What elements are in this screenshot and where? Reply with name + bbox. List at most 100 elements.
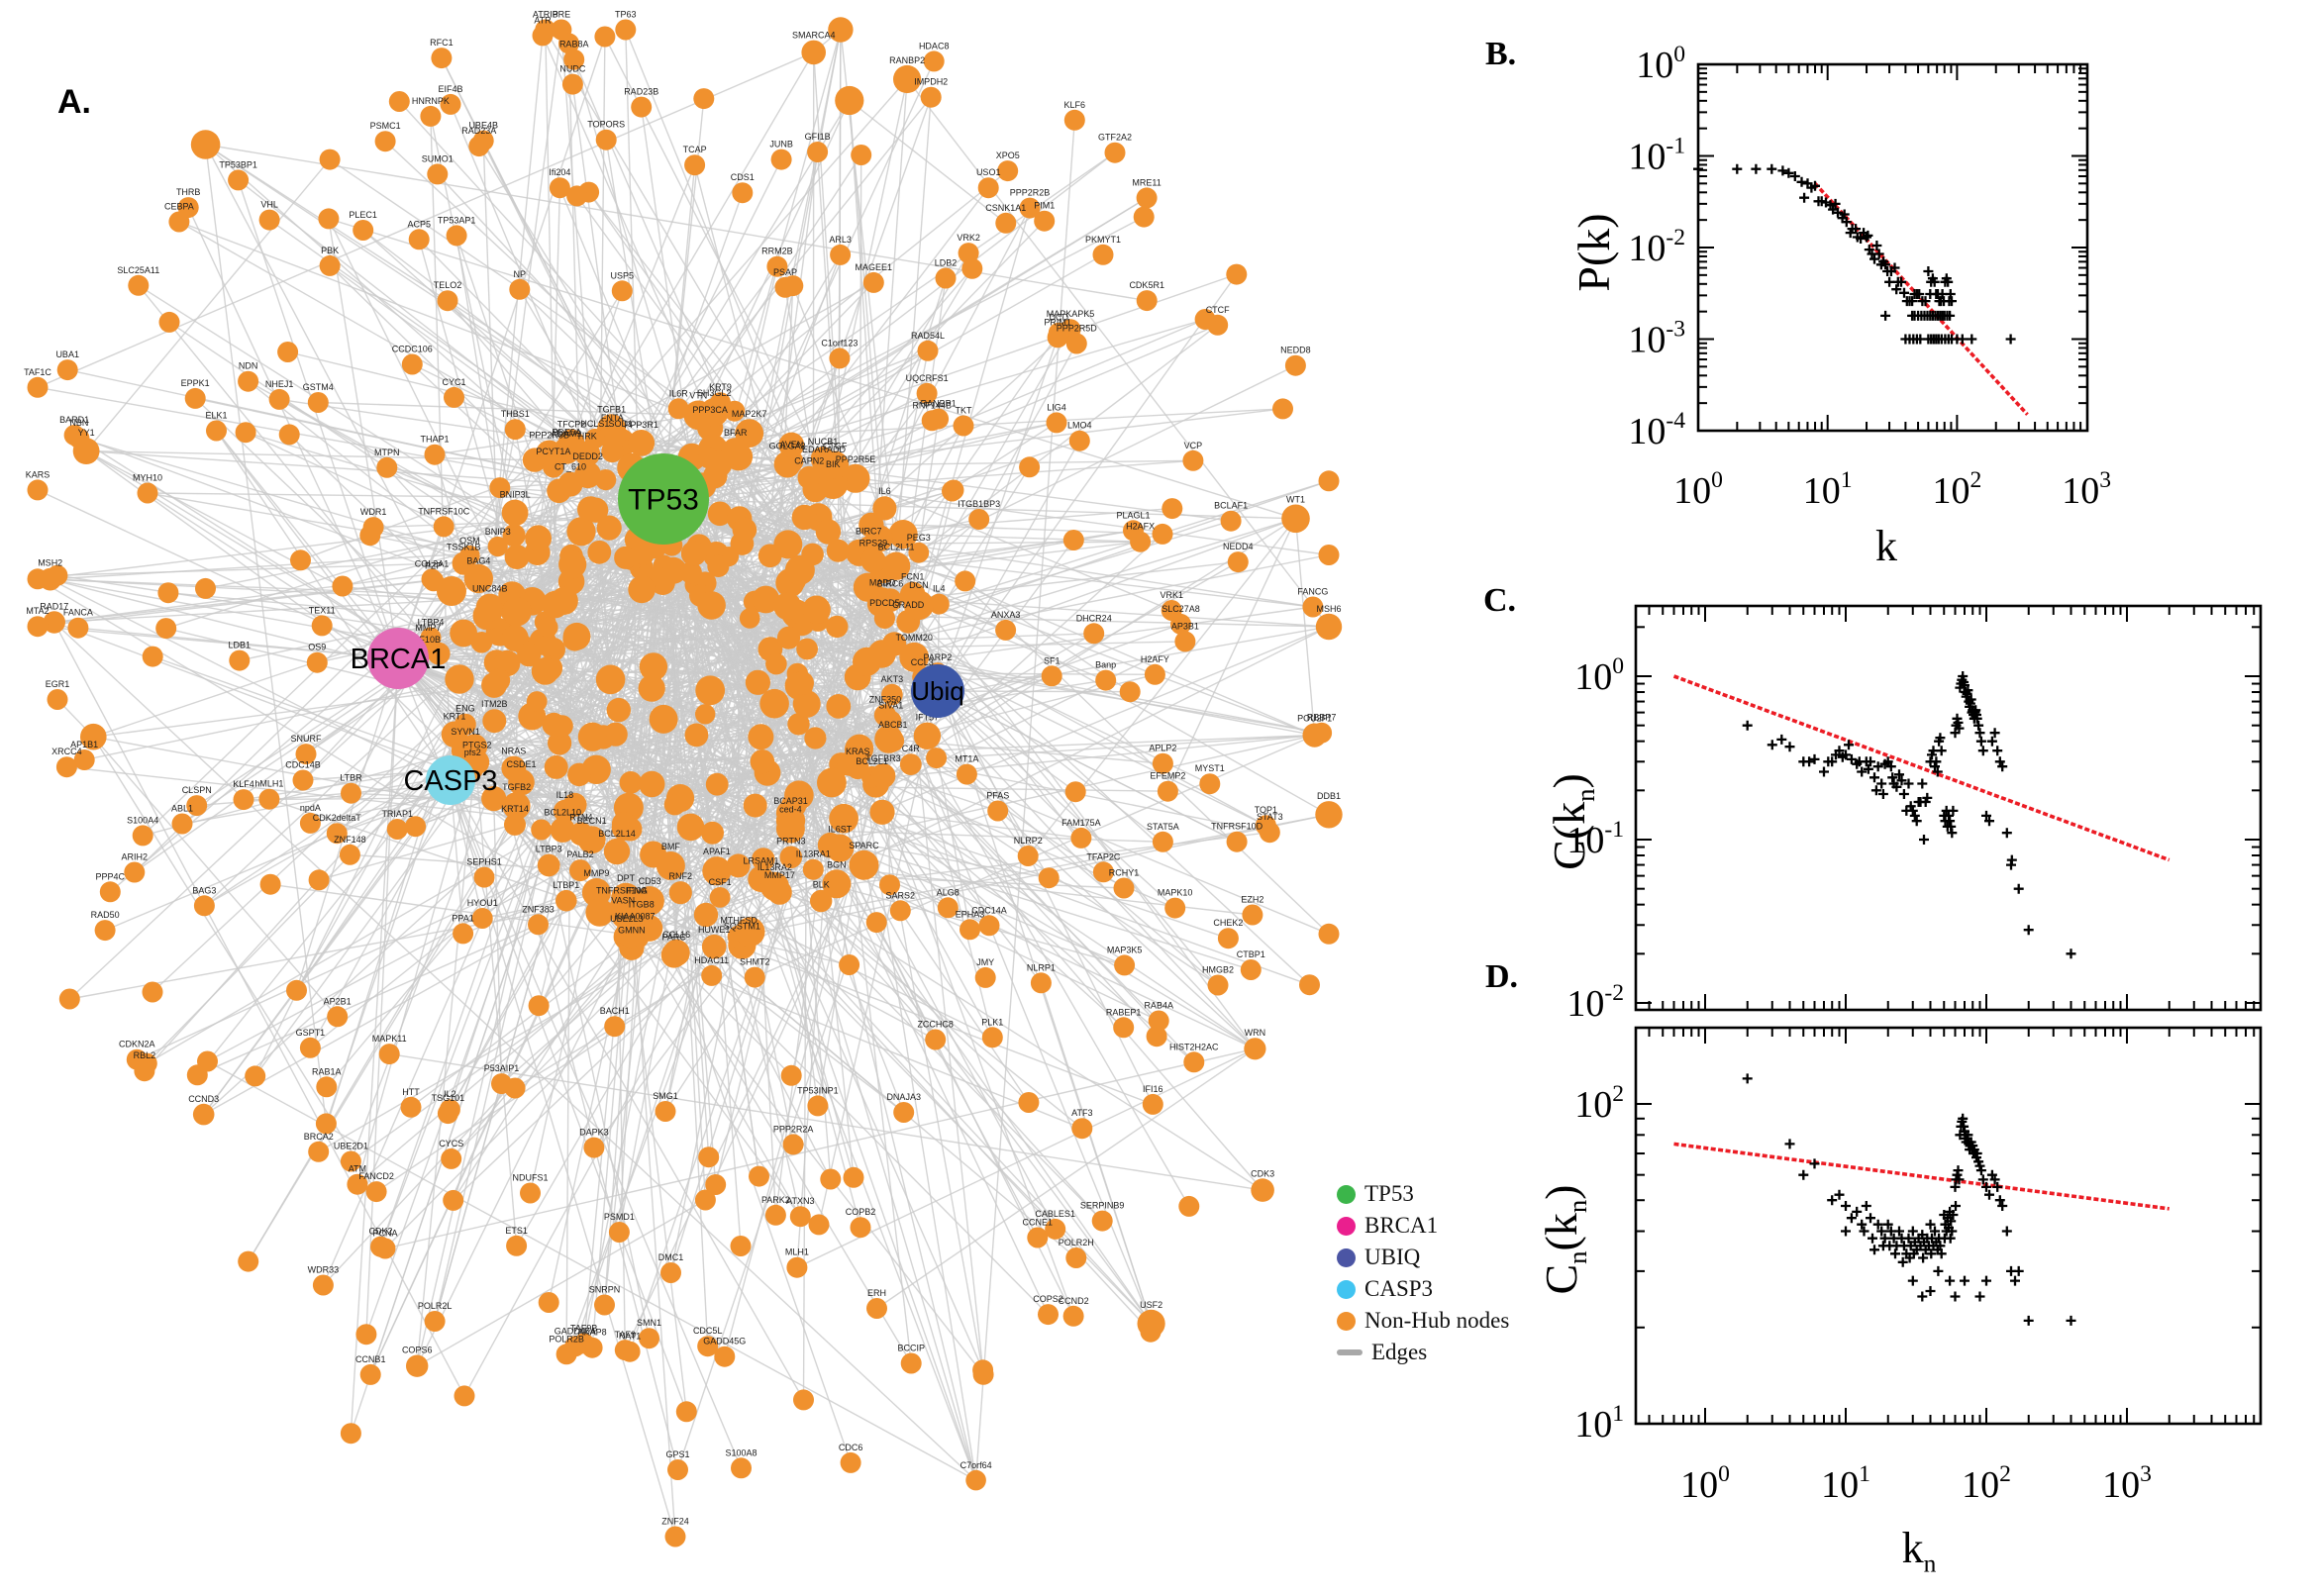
network-node (238, 1250, 259, 1272)
network-node (923, 50, 945, 72)
network-node (286, 979, 307, 1001)
network-node (925, 1029, 947, 1050)
node-label: BNIP3L (500, 490, 531, 500)
node-label: POLR2H (1059, 1238, 1094, 1247)
node-label: CCDC106 (392, 345, 433, 354)
network-node (508, 768, 535, 796)
data-point (1841, 1226, 1851, 1237)
network-node (132, 825, 153, 847)
node-label: BCL2L1 (856, 756, 888, 766)
node-label: MLH1 (785, 1247, 809, 1257)
node-label: PCYT1A (536, 447, 570, 456)
node-label: IL6 (878, 486, 891, 496)
network-node (73, 749, 95, 770)
data-point (1742, 1073, 1753, 1084)
network-node (55, 756, 77, 778)
network-node (663, 793, 686, 816)
node-label: PZP (425, 560, 443, 570)
node-label: GTF2A2 (1098, 133, 1132, 143)
network-node (308, 869, 330, 891)
network-node (544, 754, 568, 779)
network-node (564, 1336, 586, 1357)
node-label: POLR2L (418, 1301, 453, 1311)
network-node (965, 1469, 986, 1491)
node-label: UQCRFS1 (906, 373, 949, 383)
network-node (893, 1102, 915, 1123)
network-node (628, 575, 656, 604)
network-node (843, 1166, 864, 1188)
chart-d: 100 101 102 103 102 101 kn Cn(kn) (1536, 1026, 2263, 1578)
node-label: CYCS (439, 1139, 463, 1148)
node-label: PALB2 (566, 849, 593, 859)
node-label: PLK1 (981, 1017, 1003, 1027)
network-node (611, 280, 633, 302)
network-node (27, 479, 49, 501)
network-node (311, 615, 333, 637)
network-node (752, 585, 780, 614)
network-node (1220, 510, 1242, 532)
network-node (558, 33, 579, 54)
node-label: LTBP3 (536, 845, 562, 854)
tick-label: 100 (1636, 42, 1685, 86)
network-node (1104, 142, 1126, 163)
network-node (472, 130, 494, 151)
node-label: MTA2 (26, 606, 49, 616)
node-label: TNFRSF10A (596, 885, 648, 895)
node-label: ABL1 (171, 804, 193, 814)
node-label: SHMT2 (740, 957, 770, 967)
hub-label-brca1: BRCA1 (351, 644, 447, 675)
data-point (1954, 723, 1965, 734)
network-node (608, 1222, 630, 1243)
network-node (327, 1006, 349, 1028)
node-label: GPS1 (665, 1449, 689, 1459)
network-node (581, 1337, 603, 1358)
node-label: PPP2R2A (773, 1124, 814, 1134)
network-node (790, 670, 814, 695)
network-node (1318, 923, 1340, 945)
node-label: APAF1 (703, 847, 731, 856)
chart-b: 100 101 102 103 100 10-1 10-2 10-3 10-4 k P(k) (1568, 42, 2111, 570)
network-node (631, 96, 653, 118)
network-node (995, 619, 1017, 641)
network-node (453, 923, 474, 945)
data-point (1929, 276, 1940, 287)
data-point (1971, 1148, 1982, 1158)
network-node (683, 400, 714, 431)
data-point (1891, 284, 1902, 295)
network-node (1144, 663, 1165, 685)
network-node (839, 954, 860, 975)
data-point (1830, 198, 1841, 209)
data-point (1789, 171, 1800, 181)
node-label: FCN1 (901, 572, 925, 582)
data-point (1873, 249, 1884, 259)
data-point (1932, 766, 1943, 777)
network-node (638, 674, 665, 702)
tp53-dot-icon (1337, 1184, 1356, 1204)
node-label: PCNA (372, 1229, 397, 1239)
node-label: OSM (459, 536, 480, 546)
network-node (1259, 822, 1280, 844)
tick-label: 102 (1933, 467, 1982, 512)
node-label: DCN (909, 580, 929, 590)
network-node (614, 1340, 636, 1361)
network-node (917, 340, 939, 361)
node-label: TP53INP1 (797, 1085, 839, 1095)
data-point (1914, 289, 1925, 299)
network-node (307, 392, 329, 413)
data-point (1891, 781, 1902, 792)
node-label: EPPK1 (181, 378, 210, 388)
node-label: SPARC (849, 841, 879, 850)
node-label: BMF (661, 842, 681, 851)
node-label: IL4 (933, 584, 946, 594)
network-node (679, 561, 702, 584)
node-label: KRT1 (444, 712, 466, 722)
network-node (826, 615, 849, 639)
data-point (1935, 733, 1946, 744)
network-node (619, 771, 643, 794)
scatter-points (1742, 671, 2076, 959)
network-node (192, 1103, 215, 1126)
node-label: NAT1 (619, 1332, 641, 1342)
data-point (1862, 232, 1871, 243)
node-label: BIRC6 (877, 578, 904, 588)
network-node (532, 25, 554, 47)
